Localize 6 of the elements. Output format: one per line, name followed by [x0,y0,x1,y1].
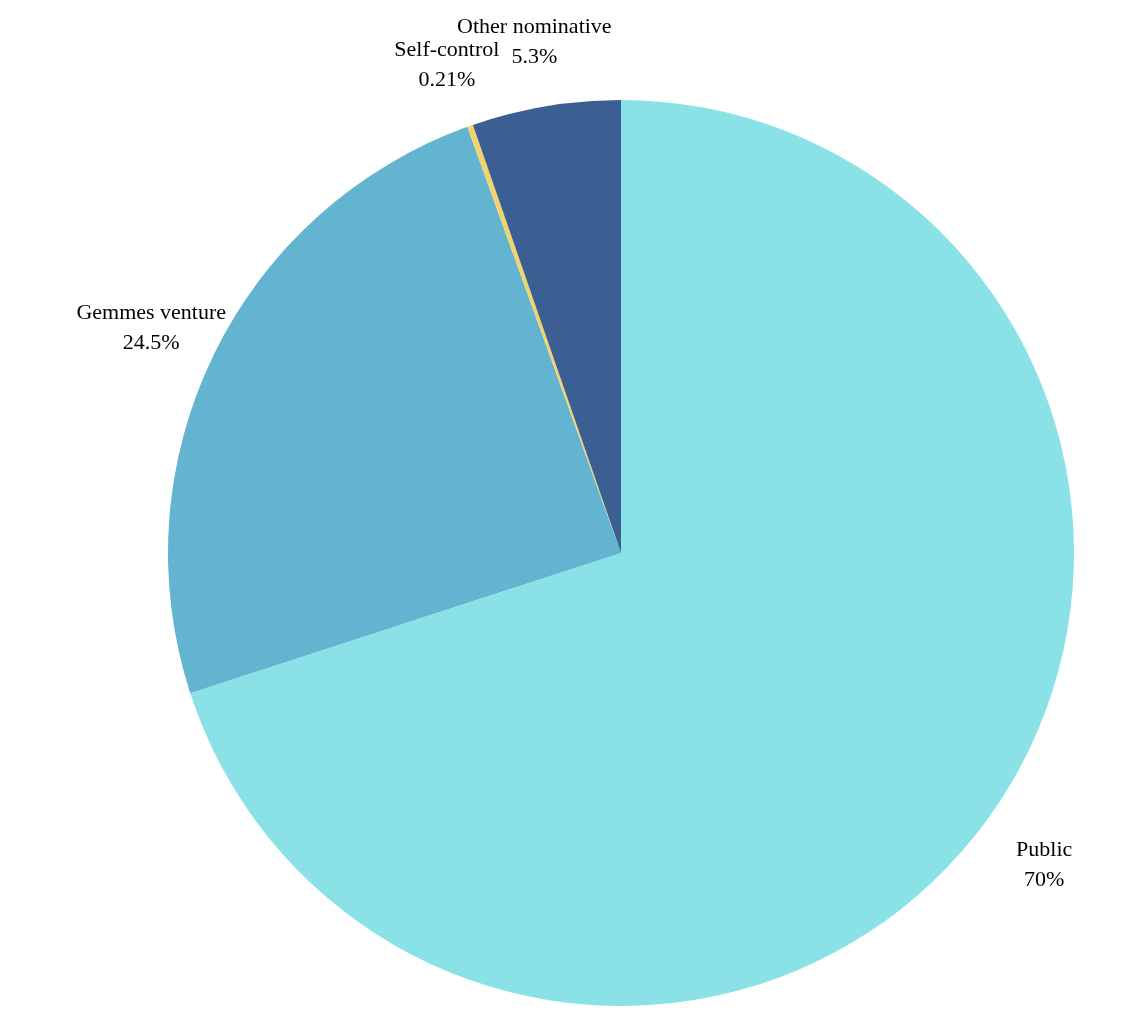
data-label: 0.21% [418,65,476,91]
data-label: 70% [1024,866,1065,892]
slice-label: Gemmes venture [76,299,227,325]
data-label: 5.3% [511,43,558,69]
data-label: 24.5% [122,329,180,355]
slice-label: Public [1016,836,1073,862]
